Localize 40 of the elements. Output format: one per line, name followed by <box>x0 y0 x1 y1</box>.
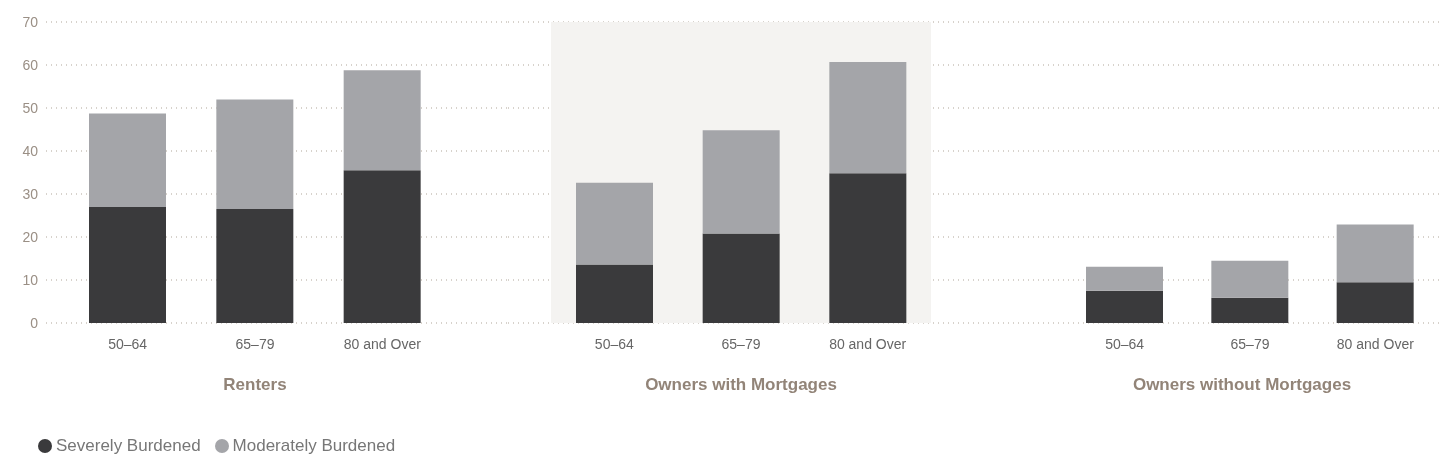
bar <box>576 264 653 323</box>
bar <box>576 182 653 265</box>
bar <box>702 233 780 323</box>
bar <box>343 70 421 171</box>
bar <box>1211 297 1289 323</box>
y-tick-label: 60 <box>22 56 39 73</box>
bar <box>1336 224 1414 283</box>
y-tick-label: 20 <box>22 228 39 245</box>
x-tick-label: 50–64 <box>594 335 635 352</box>
text: Owners without Mortgages <box>1131 375 1353 395</box>
y-tick-label: 30 <box>22 185 39 202</box>
bar <box>1336 282 1414 323</box>
x-tick-label: 80 and Over <box>343 335 422 352</box>
bar <box>829 61 907 174</box>
text: Owners with Mortgages <box>644 375 838 395</box>
y-tick-label: 70 <box>22 13 39 30</box>
bar <box>89 206 166 323</box>
bar <box>1086 290 1163 323</box>
x-tick-label: 50–64 <box>108 335 148 352</box>
x-tick-label: 80 and Over <box>1336 335 1415 352</box>
y-tick-label: 40 <box>22 142 39 159</box>
x-tick-label: 65–79 <box>1230 335 1270 352</box>
bar <box>89 113 166 207</box>
bar <box>1211 260 1289 298</box>
y-tick-label: 0 <box>30 314 39 331</box>
y-tick-label: 10 <box>22 271 39 288</box>
bar <box>216 209 294 323</box>
x-tick-label: 65–79 <box>235 335 275 352</box>
legend-label: Moderately Burdened <box>231 436 396 456</box>
bar <box>702 130 780 234</box>
text: Renters <box>222 375 288 395</box>
y-tick-label: 50 <box>22 99 39 116</box>
bar <box>343 170 421 323</box>
x-tick-label: 50–64 <box>1105 335 1145 352</box>
bar <box>1086 266 1163 291</box>
bar <box>829 173 907 323</box>
x-tick-label: 65–79 <box>721 335 761 352</box>
legend-label: Severely Burdened <box>55 436 201 456</box>
x-tick-label: 80 and Over <box>829 335 907 352</box>
bar <box>216 99 294 210</box>
